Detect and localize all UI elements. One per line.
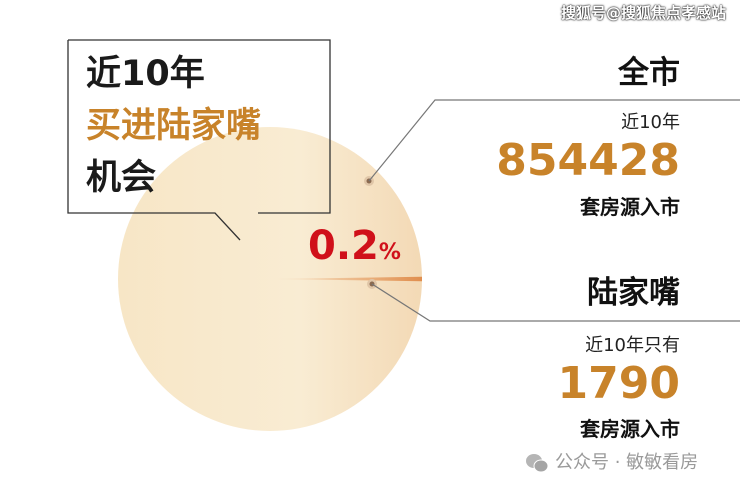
share-suffix: %: [378, 240, 401, 265]
callout-text: 近10年 买进陆家嘴 机会: [86, 48, 261, 204]
city-title: 全市: [618, 55, 680, 91]
leader-line-city: [368, 99, 740, 182]
share-value: 0.2: [308, 223, 379, 269]
callout-line3: 机会: [86, 158, 157, 198]
callout-line1: 近10年: [86, 54, 205, 94]
city-value: 854428: [496, 135, 680, 186]
wechat-watermark: 公众号 · 敏敏看房: [525, 453, 698, 473]
watermark-top: 搜狐号@搜狐焦点孝感站: [560, 4, 726, 22]
leader-line-lujiazui: [371, 283, 740, 322]
lujiazui-unit: 套房源入市: [580, 417, 680, 441]
wechat-text: 公众号 · 敏敏看房: [555, 452, 699, 473]
lujiazui-period: 近10年只有: [585, 335, 680, 356]
wechat-icon: [526, 454, 549, 473]
lujiazui-title: 陆家嘴: [587, 275, 680, 311]
pie-slice-lujiazui: [270, 276, 423, 282]
lujiazui-value: 1790: [557, 358, 680, 409]
city-unit: 套房源入市: [580, 195, 680, 219]
callout-frame-pointer: [67, 40, 241, 241]
callout-frame: [68, 39, 331, 214]
share-label: 0.2%: [308, 224, 401, 268]
city-period: 近10年: [621, 112, 680, 133]
callout-line2: 买进陆家嘴: [86, 106, 262, 146]
